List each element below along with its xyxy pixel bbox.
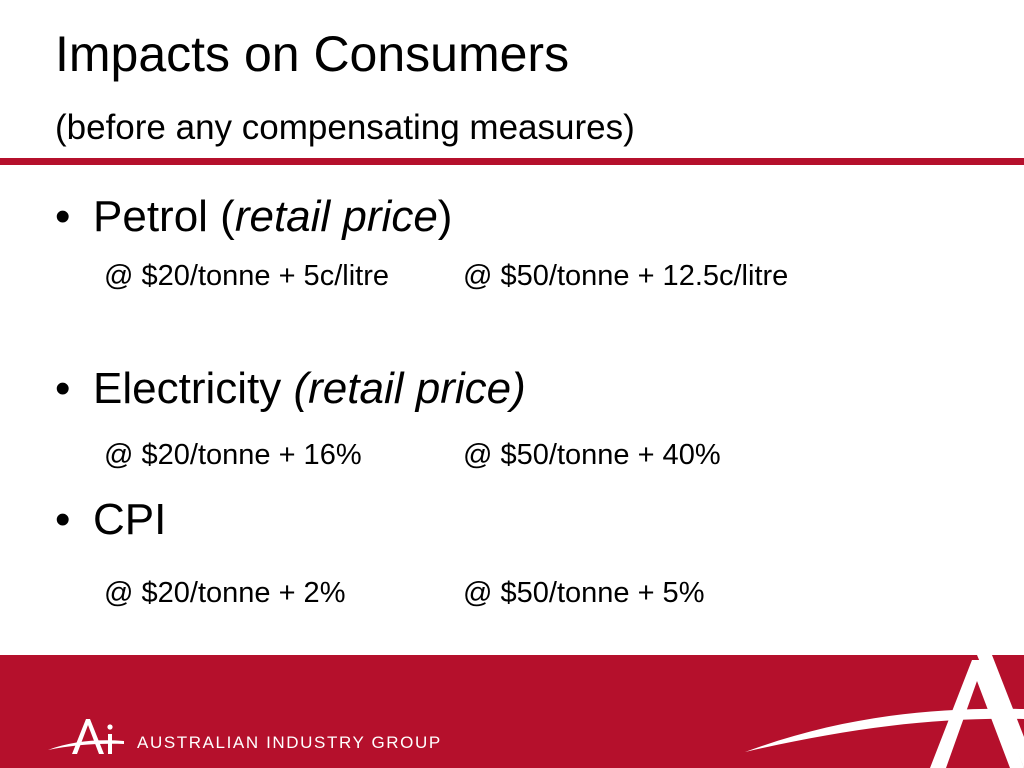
bullet-petrol: • Petrol (retail price) [55,190,452,244]
bullet-label: Petrol ( [93,192,235,241]
cpi-low-scenario: @ $20/tonne + 2% [104,577,346,609]
electricity-low-scenario: @ $20/tonne + 16% [104,439,362,471]
petrol-low-scenario: @ $20/tonne + 5c/litre [104,260,389,292]
electricity-high-scenario: @ $50/tonne + 40% [463,439,721,471]
bullet-electricity: • Electricity (retail price) [55,362,526,416]
large-a-watermark-icon [745,655,1024,768]
bullet-dot: • [55,495,71,544]
bullet-label-end: ) [437,192,453,241]
ai-logo-icon [48,719,124,754]
slide-title: Impacts on Consumers [55,26,570,82]
cpi-high-scenario: @ $50/tonne + 5% [463,577,705,609]
bullet-label: Electricity [93,364,294,413]
bullet-dot: • [55,192,71,241]
bullet-dot: • [55,364,71,413]
footer-band: AUSTRALIAN INDUSTRY GROUP [0,655,1024,768]
slide-subtitle: (before any compensating measures) [55,108,635,147]
bullet-emphasis: retail price [234,192,438,241]
brand-name: AUSTRALIAN INDUSTRY GROUP [137,733,442,752]
petrol-high-scenario: @ $50/tonne + 12.5c/litre [463,260,789,292]
title-divider [0,158,1024,165]
bullet-emphasis: (retail price) [293,364,526,413]
bullet-cpi: • CPI [55,493,166,547]
bullet-label: CPI [93,495,167,544]
